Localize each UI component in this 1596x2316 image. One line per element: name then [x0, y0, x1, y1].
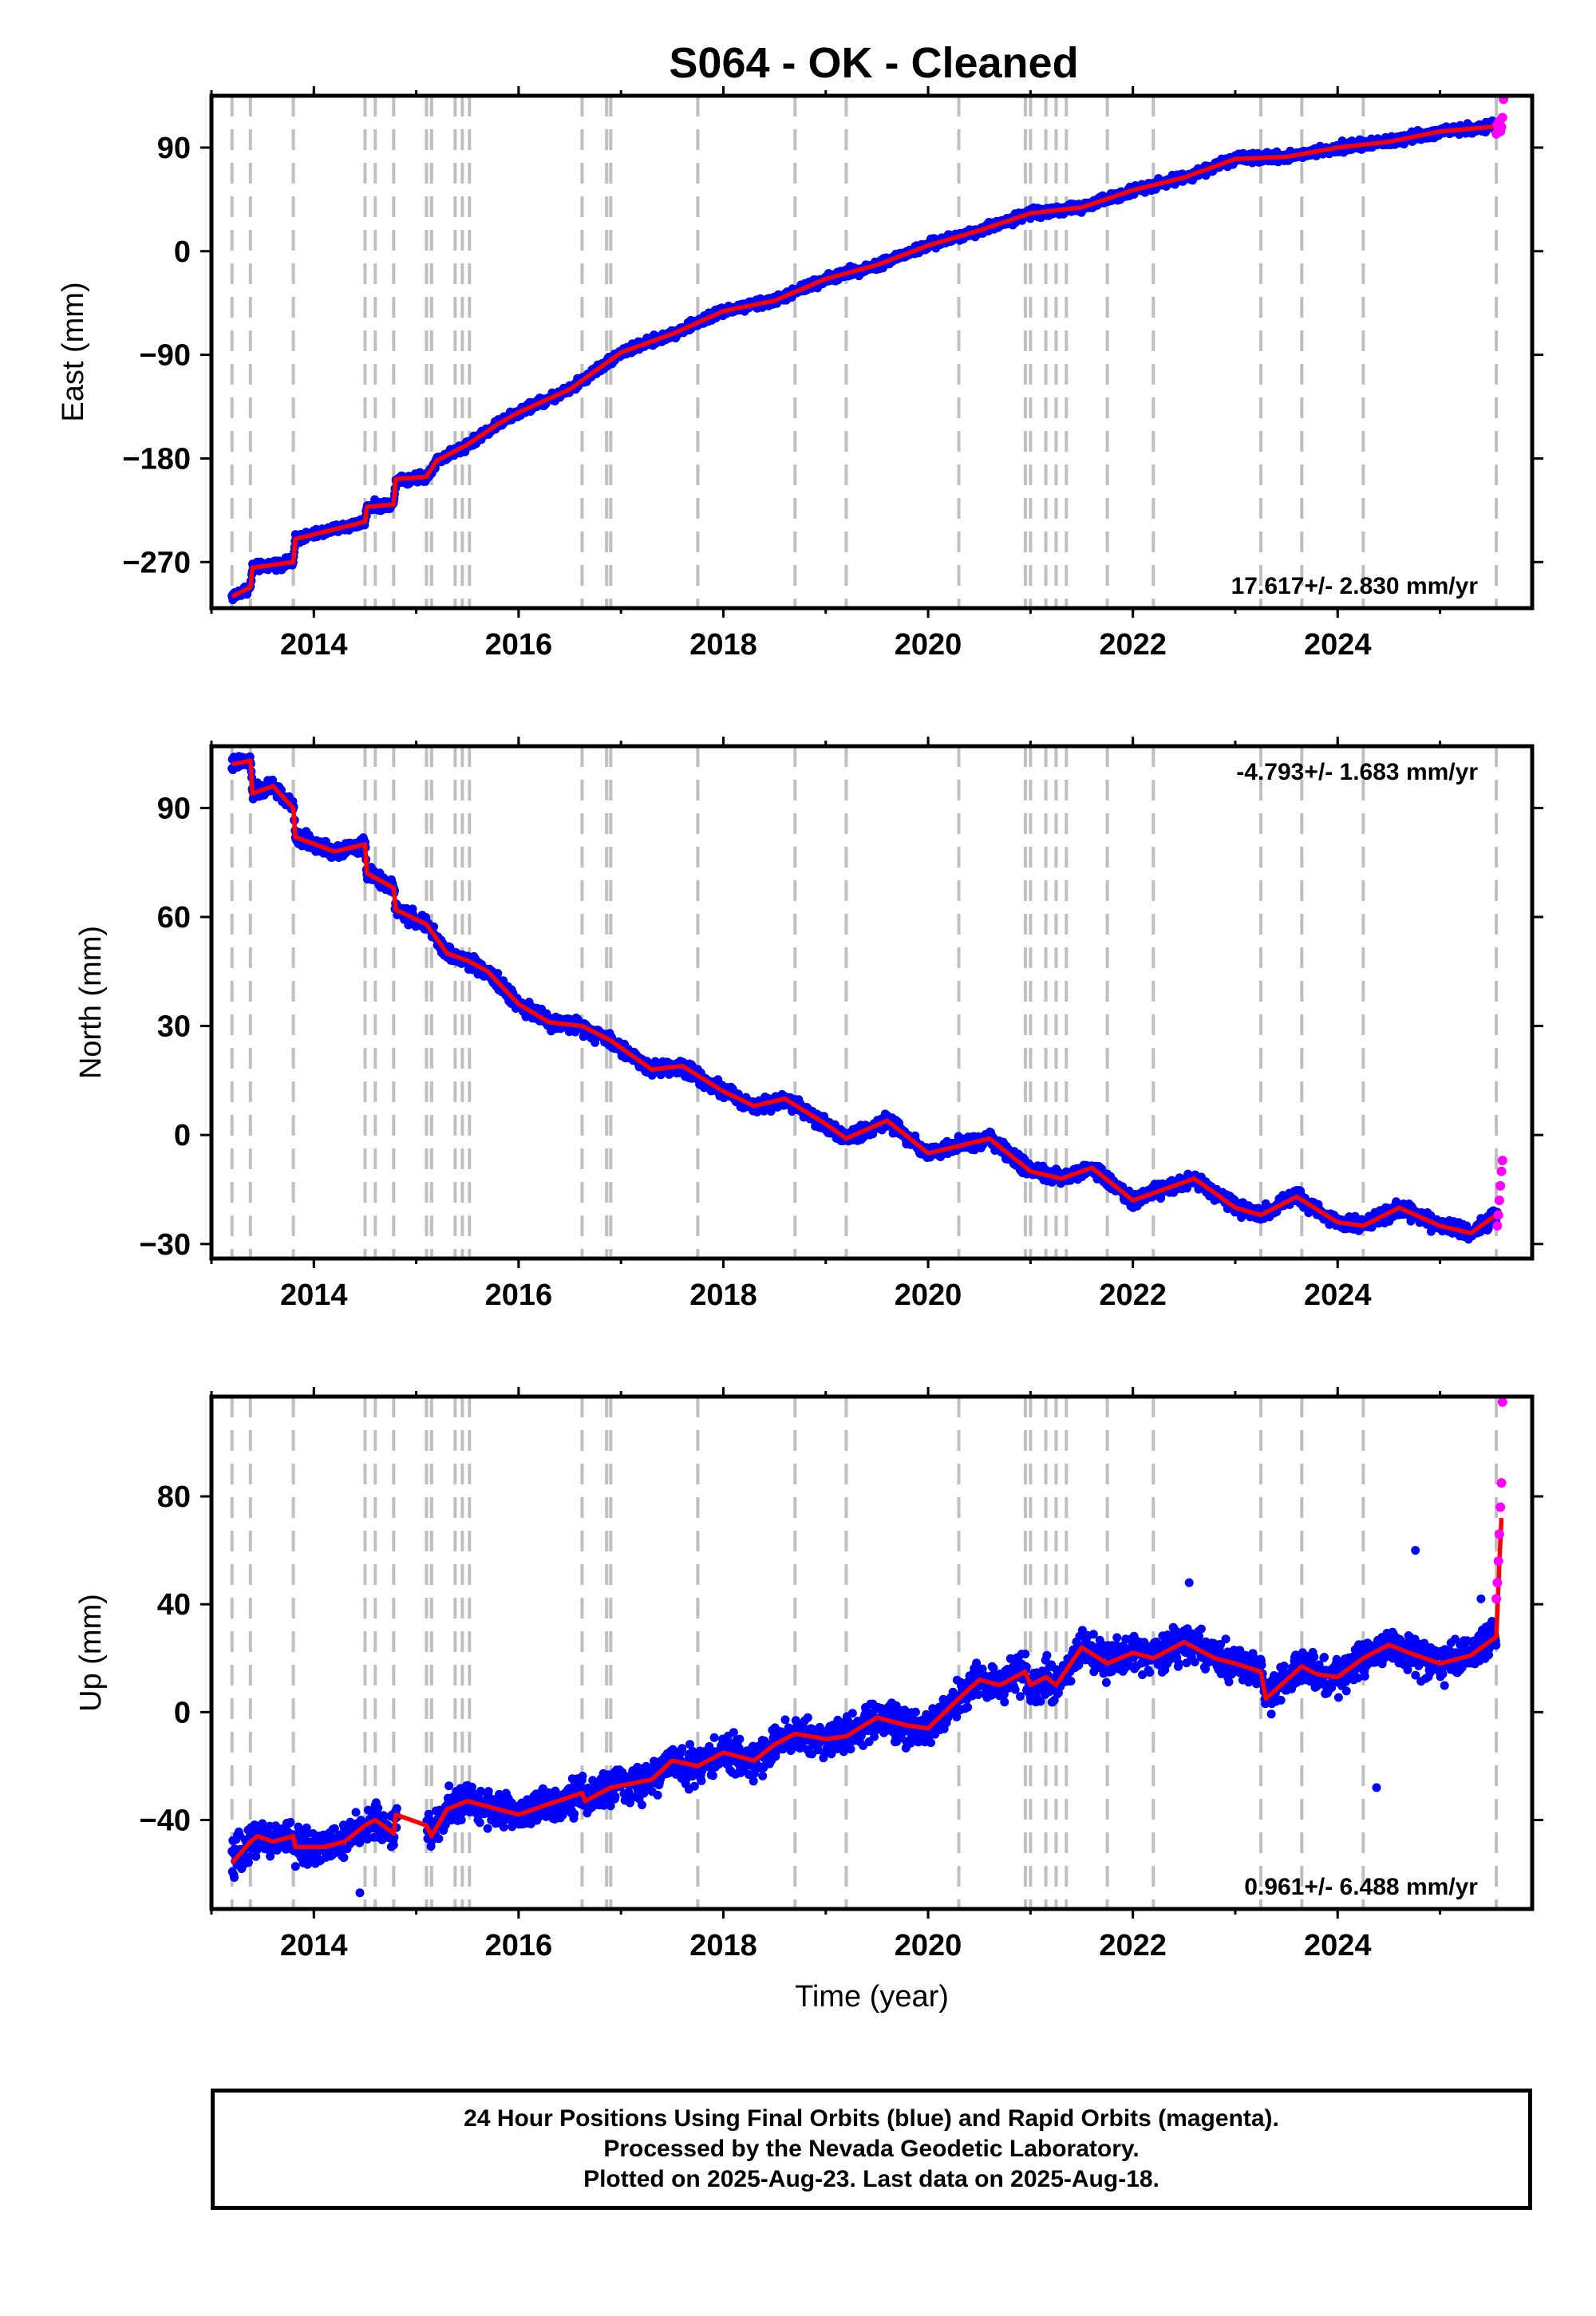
final-orbit-points [227, 752, 1502, 1244]
y-tick-label: 0 [174, 235, 191, 269]
final-orbit-points [227, 116, 1501, 605]
rapid-orbit-point [1496, 122, 1507, 132]
y-tick-label: −180 [122, 442, 191, 476]
rapid-orbit-point [1499, 96, 1509, 105]
rapid-orbit-point [1497, 113, 1507, 123]
y-tick-label: −90 [140, 339, 191, 373]
final-orbit-point [493, 969, 503, 978]
east-panel: 2014 2016 2018 2020 2022 2024 90 0 −90 −180 −270 Ea… [57, 86, 1543, 662]
y-tick-label: −270 [122, 546, 191, 579]
x-tick-label: 2024 [1304, 628, 1372, 662]
x-tick-label: 2018 [689, 628, 757, 662]
x-tick-label: 2016 [485, 628, 553, 662]
x-tick-label: 2020 [895, 628, 962, 662]
north-plot-area [227, 746, 1507, 1259]
x-tick-label: 2022 [1099, 628, 1167, 662]
rapid-orbit-points [1491, 96, 1509, 139]
chart-title: S064 - OK - Cleaned [669, 39, 1078, 87]
east-plot-area [227, 96, 1509, 608]
model-fit-line [231, 122, 1503, 599]
velocity-rate-label: 17.617+/- 2.830 mm/yr [1231, 573, 1479, 599]
y-axis-label: East (mm) [57, 282, 90, 421]
x-tick-label: 2014 [280, 628, 348, 662]
north-panel: 2014 2016 2018 2020 2022 20249060300−30North … [74, 737, 1543, 1312]
y-tick-label: 90 [157, 132, 191, 165]
east-axes-frame [209, 93, 1535, 611]
